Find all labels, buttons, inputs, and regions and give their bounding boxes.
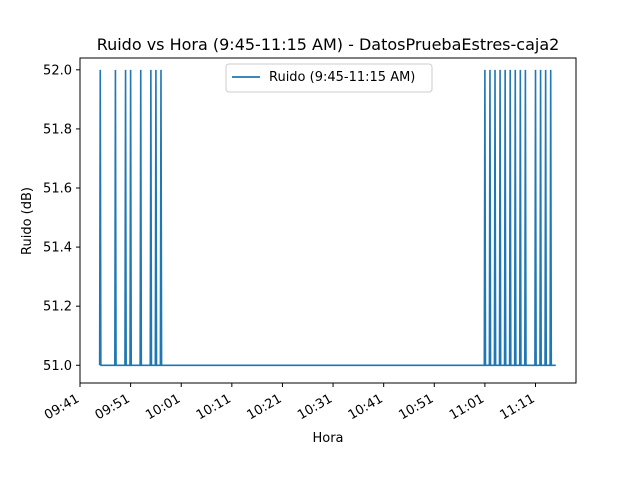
y-tick-label: 51.2: [43, 300, 72, 315]
series-spike: [549, 69, 553, 366]
series-spike: [544, 69, 548, 366]
y-tick-label: 51.6: [43, 182, 72, 197]
x-tick-label: 09:51: [93, 391, 133, 423]
series-layer: [98, 69, 556, 367]
series-spike: [518, 69, 522, 366]
x-tick-label: 11:01: [447, 391, 487, 423]
series-spike: [488, 69, 492, 366]
series-spike: [493, 69, 497, 366]
x-tick-label: 10:11: [194, 391, 234, 423]
series-spike: [149, 69, 153, 366]
x-tick-label: 10:31: [295, 391, 335, 423]
plot-area: [79, 57, 577, 384]
y-tick-label: 51.0: [43, 359, 72, 374]
series-spike: [498, 69, 502, 366]
y-axis: 51.0 51.2 51.4 51.6 51.8 52.0: [43, 63, 80, 374]
series-spike: [513, 69, 517, 366]
x-tick-label: 10:01: [143, 391, 183, 423]
y-tick-label: 52.0: [43, 63, 72, 78]
x-tick-label: 10:21: [245, 391, 285, 423]
series-spike: [139, 69, 143, 366]
x-tick-label: 10:41: [346, 391, 386, 423]
series-spike: [483, 69, 487, 366]
series-spike: [154, 69, 158, 366]
y-axis-label: Ruido (dB): [20, 187, 35, 255]
y-tick-label: 51.8: [43, 122, 72, 137]
series-spike: [129, 69, 133, 366]
series-spike: [98, 69, 102, 366]
x-tick-label: 09:41: [42, 391, 82, 423]
x-axis: 09:41 09:51 10:01 10:11 10:21 10:31 10:41 10:51…: [42, 383, 538, 423]
y-tick-label: 51.4: [43, 241, 72, 256]
x-tick-label: 10:51: [396, 391, 436, 423]
legend-box: [225, 63, 433, 93]
series-spike: [114, 69, 117, 366]
plot-frame: [79, 57, 577, 384]
legend: Ruido (9:45-11:15 AM): [225, 63, 433, 93]
x-tick-label: 11:11: [498, 391, 538, 423]
series-spike: [124, 69, 127, 366]
series-spike: [159, 69, 163, 366]
series-spike: [534, 69, 537, 366]
series-spike: [508, 69, 512, 366]
legend-label: Ruido (9:45-11:15 AM): [269, 70, 415, 85]
x-axis-label: Hora: [312, 431, 343, 446]
chart-title: Ruido vs Hora (9:45-11:15 AM) - DatosPru…: [97, 35, 560, 54]
series-spike: [539, 69, 542, 366]
series-spike: [503, 69, 507, 366]
series-spike: [523, 69, 527, 366]
